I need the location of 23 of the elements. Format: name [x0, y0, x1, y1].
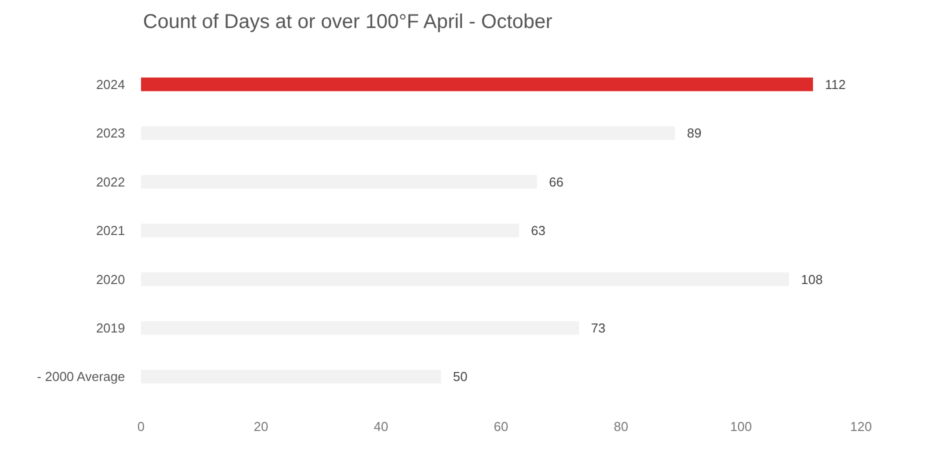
data-label: 89	[687, 126, 702, 141]
y-tick-label: 2019	[96, 320, 125, 336]
x-tick-label: 80	[614, 419, 628, 434]
x-tick-label: 120	[850, 419, 872, 434]
data-label: 50	[453, 369, 468, 384]
x-tick-label: 0	[137, 419, 145, 434]
y-tick-label: - 2000 Average	[37, 369, 125, 384]
data-label: 66	[549, 174, 564, 190]
y-tick-label: 2024	[96, 76, 125, 92]
y-tick-label: 2022	[96, 174, 125, 190]
data-label: 108	[801, 272, 823, 287]
x-tick-label: 60	[494, 419, 508, 434]
data-label: 73	[591, 320, 606, 336]
data-label: 112	[825, 76, 846, 92]
chart-title: Count of Days at or over 100°F April - October	[143, 11, 553, 33]
data-label: 63	[531, 223, 546, 238]
y-tick-label: 2021	[96, 223, 125, 238]
y-tick-label: 2023	[96, 126, 125, 141]
x-tick-label: 40	[374, 419, 388, 434]
y-tick-label: 2020	[96, 272, 125, 287]
x-tick-label: 100	[730, 419, 752, 434]
x-tick-label: 20	[254, 419, 268, 434]
bar	[141, 78, 813, 92]
